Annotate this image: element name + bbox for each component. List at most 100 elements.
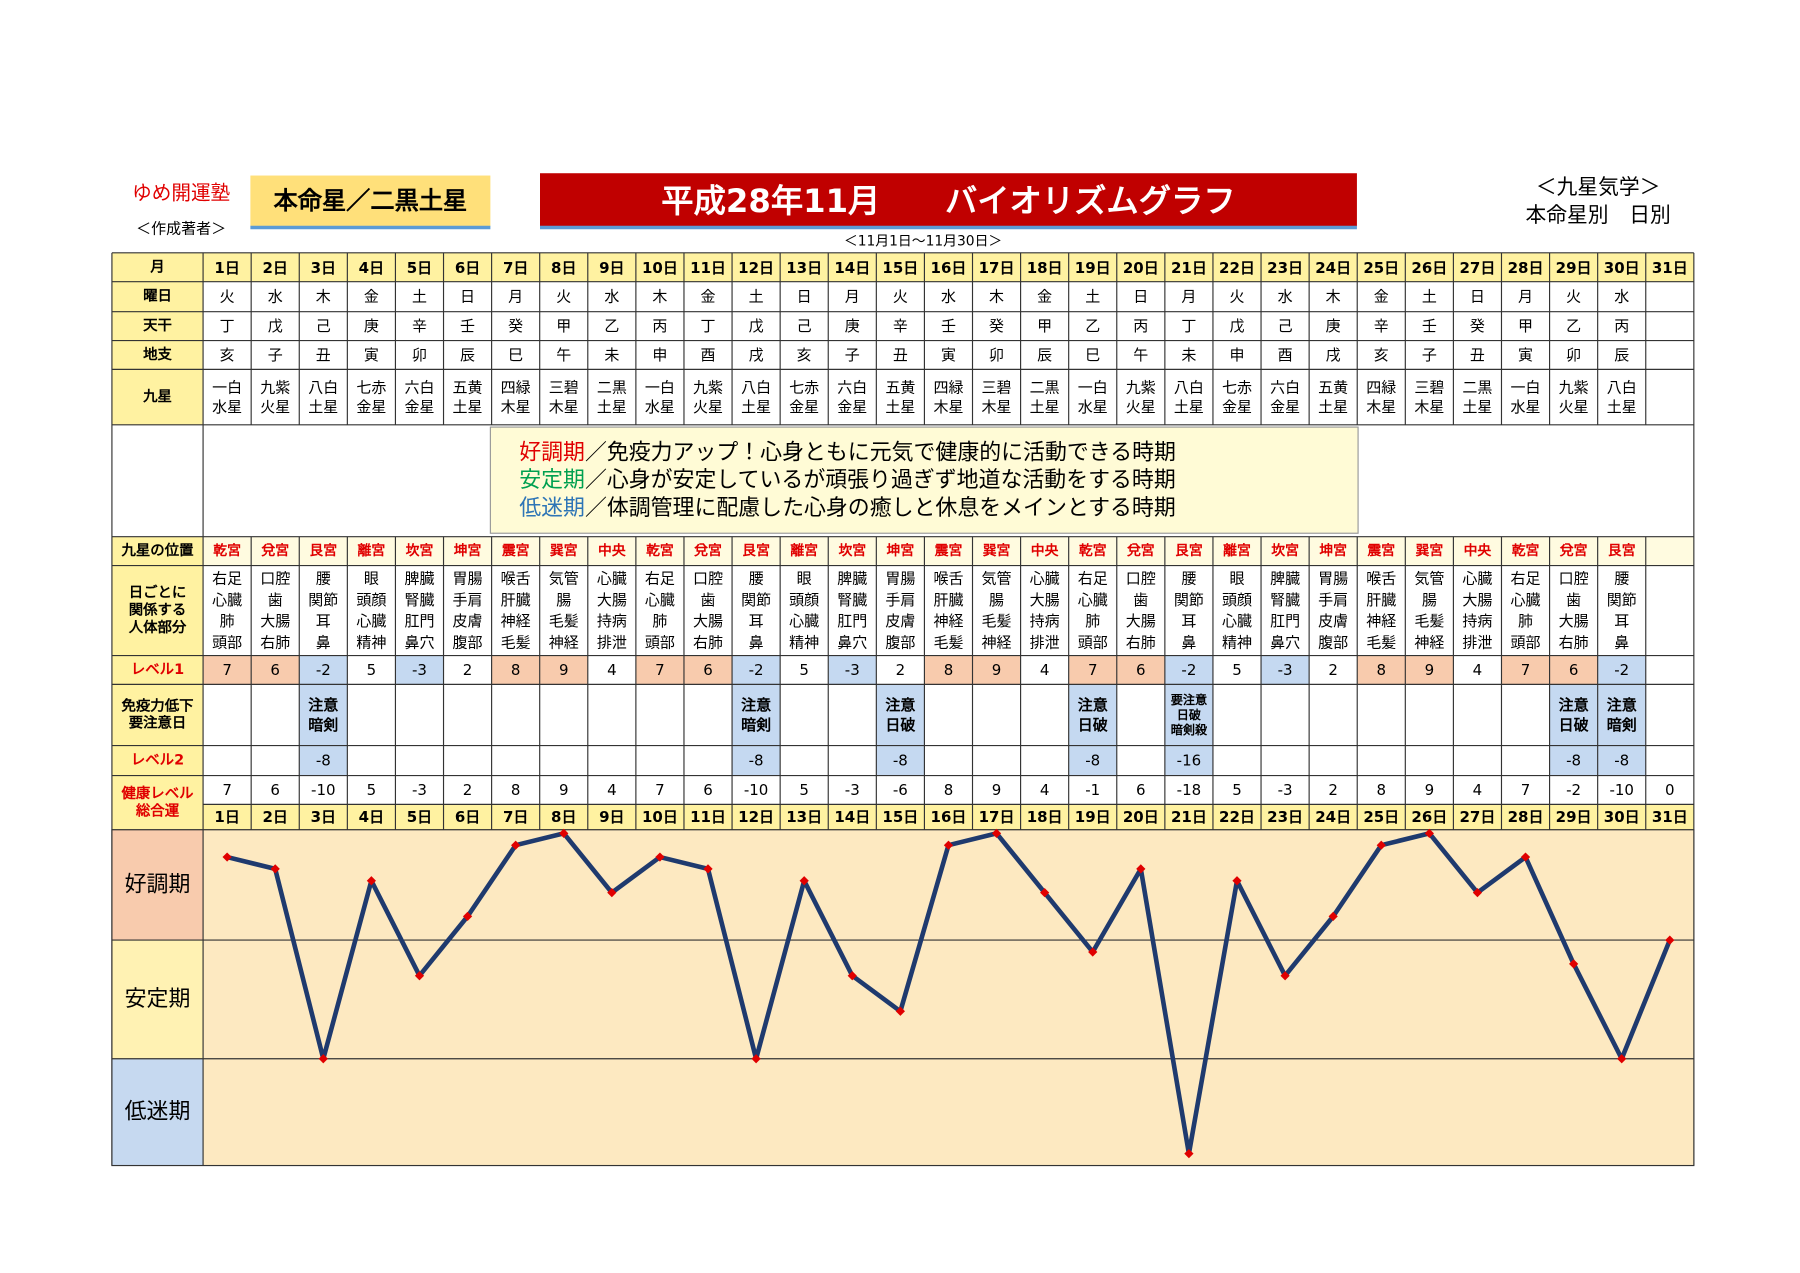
level1: -3 bbox=[1278, 661, 1293, 679]
body-part: 脾臓 bbox=[404, 570, 434, 588]
body-part: 毛髪 bbox=[501, 634, 531, 652]
level2-bg bbox=[1068, 745, 1117, 776]
body-part: 耳 bbox=[1181, 612, 1196, 630]
star-position: 巽宮 bbox=[983, 542, 1011, 559]
level1: -2 bbox=[316, 661, 331, 679]
body-part: 排泄 bbox=[1030, 634, 1060, 652]
health-level: -3 bbox=[845, 781, 860, 799]
nine-star: 一白 bbox=[645, 378, 675, 396]
day-footer-bg bbox=[203, 804, 1694, 830]
body-part: 大腸 bbox=[1126, 612, 1156, 630]
body-part: 右足 bbox=[212, 570, 242, 588]
body-part: 鼻 bbox=[1181, 634, 1196, 652]
body-part: 気管 bbox=[982, 570, 1012, 588]
day-header: 25日 bbox=[1363, 259, 1399, 277]
day-header: 4日 bbox=[359, 259, 384, 277]
health-level: -10 bbox=[311, 781, 336, 799]
body-part: 心臓 bbox=[1511, 591, 1541, 609]
level2-bg bbox=[876, 745, 925, 776]
weekday: 金 bbox=[1037, 288, 1052, 306]
level1-high bbox=[1405, 655, 1454, 685]
level1: -3 bbox=[412, 661, 427, 679]
level1-low bbox=[1164, 655, 1213, 685]
body-part: 大腸 bbox=[597, 591, 627, 609]
heavenly-stem: 戊 bbox=[749, 317, 764, 335]
body-part: 腹部 bbox=[1318, 634, 1348, 652]
nine-star: 三碧 bbox=[549, 378, 579, 396]
star-position: 兌宮 bbox=[1559, 542, 1588, 559]
day-footer: 28日 bbox=[1508, 808, 1544, 826]
body-part: 毛髪 bbox=[549, 612, 579, 630]
body-part: 腎臓 bbox=[404, 591, 434, 609]
body-part: 肺 bbox=[1085, 612, 1100, 630]
day-header: 7日 bbox=[503, 259, 528, 277]
note-bg bbox=[1068, 684, 1117, 746]
day-header: 2日 bbox=[262, 259, 287, 277]
weekday: 火 bbox=[893, 288, 908, 306]
nine-star: 九紫 bbox=[260, 378, 290, 396]
period: ＜11月1日～11月30日＞ bbox=[844, 233, 1002, 249]
title: 平成28年11月 バイオリズムグラフ bbox=[661, 182, 1235, 220]
nine-star: 土星 bbox=[1174, 398, 1204, 416]
star-position: 艮宮 bbox=[742, 542, 770, 559]
plot-border bbox=[111, 829, 1695, 1167]
level2: -8 bbox=[1566, 752, 1581, 770]
body-part: 頭顔 bbox=[356, 591, 386, 609]
body-part: 口腔 bbox=[1559, 570, 1589, 588]
body-part: 喉舌 bbox=[1366, 570, 1396, 588]
nine-star: 四緑 bbox=[1366, 378, 1396, 396]
category: ＜九星気学＞ bbox=[1536, 175, 1661, 199]
level1: 7 bbox=[1088, 661, 1098, 679]
heavenly-stem: 丙 bbox=[1133, 317, 1148, 335]
nine-star: 三碧 bbox=[1414, 378, 1444, 396]
body-part: 神経 bbox=[933, 612, 963, 630]
row-label: レベル2 bbox=[131, 753, 184, 769]
health-level: 6 bbox=[703, 781, 713, 799]
row-label: 要注意日 bbox=[129, 714, 187, 732]
health-level: -6 bbox=[893, 781, 908, 799]
body-part: 右足 bbox=[645, 570, 675, 588]
nine-star: 木星 bbox=[1414, 398, 1444, 416]
star-position: 兌宮 bbox=[1126, 542, 1155, 559]
label-cell bbox=[111, 565, 204, 656]
nine-star: 水星 bbox=[1511, 398, 1541, 416]
day-header: 26日 bbox=[1411, 259, 1447, 277]
level1: 4 bbox=[1040, 661, 1050, 679]
earthly-branch: 亥 bbox=[1374, 346, 1389, 364]
nine-star: 土星 bbox=[1030, 398, 1060, 416]
health-marker bbox=[799, 876, 809, 886]
star-position: 巽宮 bbox=[1416, 542, 1444, 559]
health-level: -3 bbox=[412, 781, 427, 799]
level2-bg bbox=[299, 745, 348, 776]
day-footer: 12日 bbox=[738, 808, 774, 826]
caution-note: 日破 bbox=[1078, 716, 1108, 734]
body-part: 関節 bbox=[1607, 591, 1637, 609]
day-footer: 10日 bbox=[642, 808, 678, 826]
nine-star: 六白 bbox=[837, 378, 867, 396]
level1-low bbox=[299, 655, 348, 685]
day-header: 12日 bbox=[738, 259, 774, 277]
day-header: 21日 bbox=[1171, 259, 1207, 277]
level1: 9 bbox=[1425, 661, 1435, 679]
body-part: 頭部 bbox=[212, 634, 242, 652]
nine-star: 金星 bbox=[837, 398, 867, 416]
nine-star: 金星 bbox=[404, 398, 434, 416]
nine-star: 金星 bbox=[789, 398, 819, 416]
body-part: 耳 bbox=[749, 612, 764, 630]
body-part: 肝臓 bbox=[933, 591, 963, 609]
author: ＜作成著者＞ bbox=[136, 220, 226, 238]
level1: 4 bbox=[1473, 661, 1483, 679]
health-marker bbox=[222, 852, 232, 862]
note-bg bbox=[1597, 684, 1646, 746]
body-part: 脾臓 bbox=[837, 570, 867, 588]
day-footer: 23日 bbox=[1267, 808, 1303, 826]
body-part: 手肩 bbox=[885, 591, 915, 609]
day-header: 19日 bbox=[1075, 259, 1111, 277]
body-part: 大腸 bbox=[1462, 591, 1492, 609]
level1-low bbox=[828, 655, 877, 685]
earthly-branch: 巳 bbox=[1085, 346, 1100, 364]
level1-high bbox=[491, 655, 540, 685]
day-header: 20日 bbox=[1123, 259, 1159, 277]
body-part: 胃腸 bbox=[885, 570, 915, 588]
body-part: 毛髪 bbox=[982, 612, 1012, 630]
